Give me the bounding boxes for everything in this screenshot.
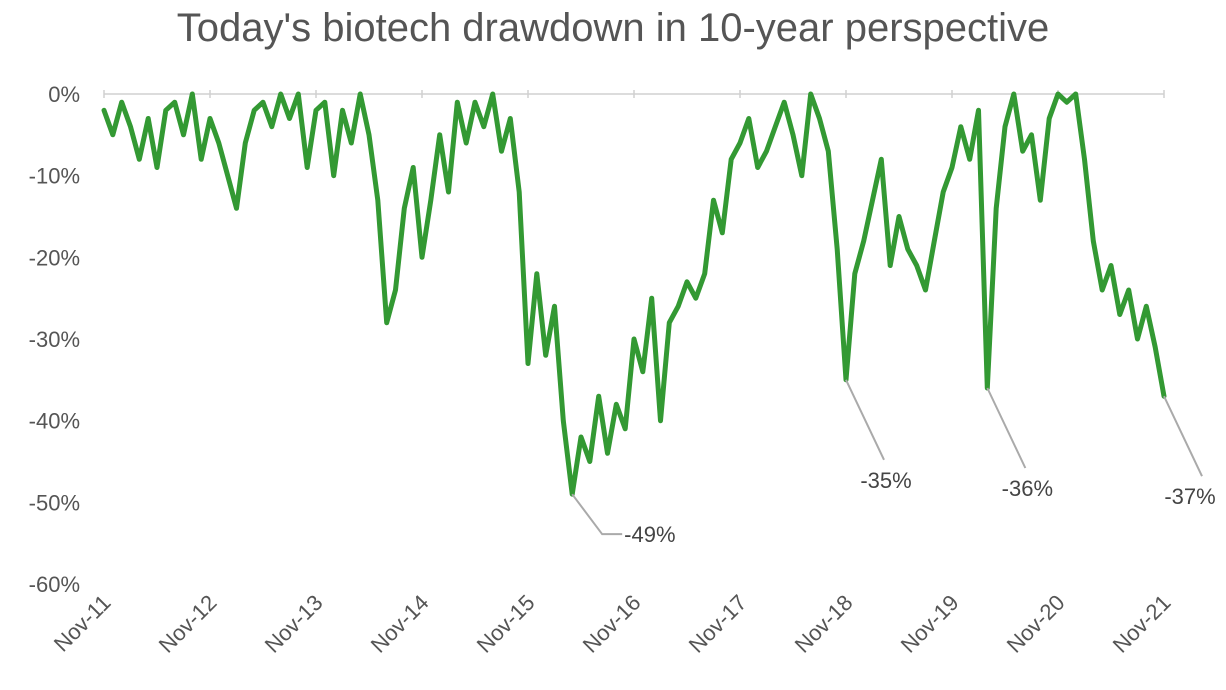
y-tick-label: 0% [48,82,80,107]
annotations-group: -49% -35% -36% -37% [571,379,1216,547]
annotation-leader [845,379,885,461]
annotation-label: -36% [1002,476,1053,501]
x-tick-label: Nov-11 [49,590,116,657]
annotation-label: -35% [860,468,911,493]
series-group [101,91,1167,497]
x-tick-label: Nov-12 [154,590,222,658]
y-tick-label: -40% [29,409,80,434]
x-tick-label: Nov-20 [1002,590,1070,658]
y-tick-label: -10% [29,164,80,189]
x-tick-label: Nov-13 [260,590,328,658]
x-tick-label: Nov-17 [684,590,752,658]
x-tick-label: Nov-14 [366,590,434,658]
x-tick-label: Nov-18 [790,590,858,658]
x-tick-label: Nov-19 [896,590,964,658]
series-line [101,91,1167,497]
y-tick-label: -60% [29,572,80,597]
y-tick-label: -50% [29,490,80,515]
annotation-leader [571,493,623,536]
axes: 0% -10% -20% -30% -40% -50% -60%Nov-11 Nov-12 No… [29,82,1176,658]
y-tick-label: -20% [29,245,80,270]
chart-title: Today's biotech drawdown in 10-year pers… [176,6,1050,50]
annotation-leader [986,387,1027,469]
annotation-leader [1163,395,1203,477]
x-tick-label: Nov-21 [1108,590,1176,658]
annotation-label: -37% [1164,484,1215,509]
y-tick-label: -30% [29,327,80,352]
x-tick-label: Nov-16 [578,590,646,658]
x-tick-label: Nov-15 [472,590,540,658]
annotation-label: -49% [624,522,675,547]
